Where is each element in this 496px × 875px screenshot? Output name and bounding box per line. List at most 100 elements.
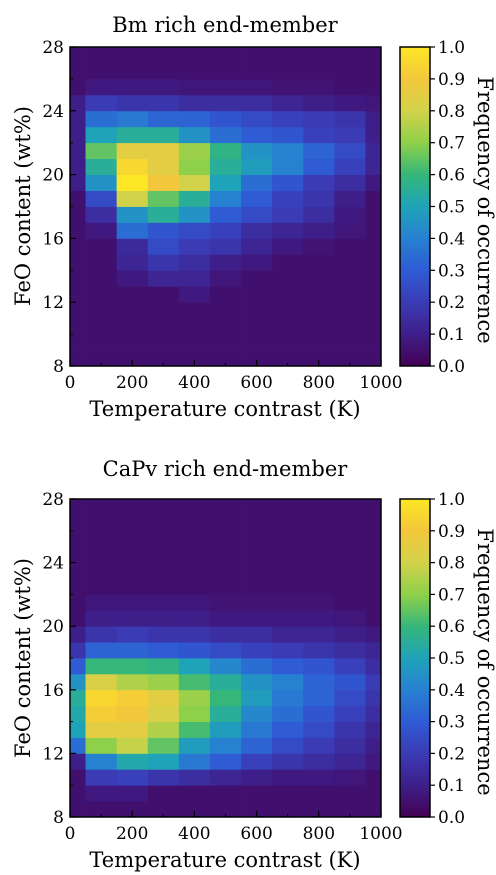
heatmap-cell [334, 610, 366, 627]
heatmap-cell [85, 126, 118, 144]
heatmap-cell [334, 801, 366, 818]
heatmap-cell [116, 190, 149, 207]
heatmap-cell [241, 594, 273, 611]
heatmap-cell [272, 47, 304, 64]
heatmap-cell [334, 721, 366, 738]
colorbar-tick-label: 0.4 [438, 229, 465, 249]
heatmap-cell [365, 499, 382, 516]
heatmap-cell [147, 689, 180, 707]
heatmap-cell [147, 658, 180, 675]
x-tick-label: 800 [303, 373, 335, 393]
heatmap-cell [365, 174, 382, 191]
heatmap-cell [85, 174, 118, 191]
heatmap-cell [365, 610, 382, 627]
chart-title: Bm rich end-member [112, 13, 338, 37]
heatmap-cell [209, 47, 242, 64]
heatmap-cell [178, 689, 211, 707]
heatmap-cell [365, 626, 382, 643]
heatmap-cell [70, 270, 86, 287]
heatmap-cell [241, 801, 273, 818]
heatmap-cell [116, 642, 149, 659]
heatmap-cell [241, 318, 273, 335]
x-tick-label: 600 [240, 824, 272, 844]
heatmap-cell [241, 514, 273, 532]
heatmap-cell [178, 642, 211, 659]
heatmap-cell [85, 753, 118, 770]
heatmap-cell [272, 126, 304, 144]
heatmap-cell [272, 530, 304, 548]
heatmap-cell [365, 318, 382, 335]
heatmap-cell [272, 110, 304, 128]
heatmap-cell [178, 190, 211, 207]
heatmap-cell [70, 689, 86, 707]
heatmap-cell [85, 689, 118, 707]
y-tick-label: 8 [53, 357, 64, 377]
x-axis-ticks: 0 200 400 600 800 1000 [65, 811, 403, 844]
heatmap-cell [272, 62, 304, 80]
heatmap-cell [85, 334, 118, 351]
heatmap-cell [147, 562, 180, 579]
heatmap-cell [178, 174, 211, 191]
heatmap-cell [365, 721, 382, 738]
colorbar-tick-label: 0.9 [438, 522, 465, 542]
heatmap-cell [147, 499, 180, 516]
heatmap-cell [85, 142, 118, 160]
heatmap-cell [209, 126, 242, 144]
heatmap-cell [365, 753, 382, 770]
heatmap-cell [70, 110, 86, 128]
heatmap-cell [365, 785, 382, 802]
heatmap-cell [147, 206, 180, 223]
heatmap-cell [116, 78, 149, 96]
heatmap-cell [85, 610, 118, 627]
heatmap-cell [303, 769, 335, 786]
heatmap-cell [178, 158, 211, 175]
heatmap-cell [178, 142, 211, 160]
x-tick-label: 800 [303, 824, 335, 844]
heatmap-cell [272, 737, 304, 754]
heatmap-cell [303, 302, 335, 319]
heatmap-cell [272, 689, 304, 707]
heatmap-cell [85, 110, 118, 128]
heatmap-cell [272, 546, 304, 563]
heatmap-cell [178, 594, 211, 611]
heatmap-cell [116, 578, 149, 595]
heatmap-cell [334, 158, 366, 175]
heatmap-cell [272, 642, 304, 659]
heatmap-cell [272, 673, 304, 691]
heatmap-cell [178, 78, 211, 96]
heatmap-cell [116, 350, 149, 367]
heatmap-cell [85, 47, 118, 64]
heatmap-cell [116, 737, 149, 754]
heatmap-cell [70, 721, 86, 738]
heatmap-cell [365, 238, 382, 255]
heatmap-cell [209, 689, 242, 707]
heatmap-cell [334, 626, 366, 643]
heatmap-cell [209, 110, 242, 128]
colorbar-tick-label: 0.3 [438, 261, 465, 281]
heatmap-cell [365, 302, 382, 319]
heatmap-cell [178, 286, 211, 303]
heatmap-cell [272, 270, 304, 287]
heatmap-cell [209, 206, 242, 223]
heatmap-cell [272, 610, 304, 627]
heatmap-cell [209, 142, 242, 160]
heatmap-cell [209, 785, 242, 802]
heatmap-cell [70, 190, 86, 207]
heatmap-cell [85, 206, 118, 223]
heatmap-cell [272, 514, 304, 532]
heatmap-cell [334, 499, 366, 516]
heatmap-cell [365, 270, 382, 287]
heatmap-cell [334, 206, 366, 223]
heatmap-cell [116, 689, 149, 707]
heatmap-cell [272, 578, 304, 595]
colorbar-ticks: 0.0 0.1 0.2 0.3 0.4 0.5 0.6 0.7 0.8 0.9 1.0 [430, 38, 465, 377]
heatmap-cell [272, 721, 304, 738]
heatmap-cell [334, 737, 366, 754]
heatmap-cell [303, 562, 335, 579]
heatmap-cell [209, 562, 242, 579]
heatmap-cell [85, 673, 118, 691]
heatmap-cell [70, 334, 86, 351]
heatmap-cells [70, 47, 382, 367]
heatmap-cell [70, 546, 86, 563]
heatmap-cell [303, 62, 335, 80]
